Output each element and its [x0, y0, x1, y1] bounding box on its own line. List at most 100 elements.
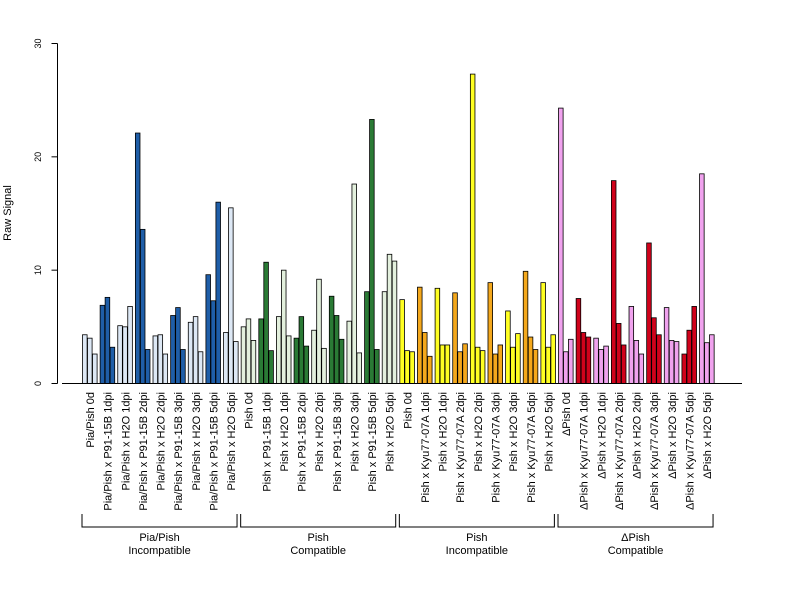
- y-tick-label: 30: [33, 38, 43, 48]
- group-label-line1: ΔPish: [621, 532, 650, 544]
- bar: [286, 335, 292, 384]
- x-tick-label: Pia/Pish 0d: [85, 392, 97, 448]
- bar: [170, 315, 176, 384]
- group-label-line2: Compatible: [290, 545, 346, 557]
- bar: [311, 329, 317, 384]
- x-tick-label: ΔPish x H2O 1dpi: [596, 392, 608, 479]
- x-tick-label: Pia/Pish x H2O 2dpi: [156, 392, 168, 490]
- x-tick-label: Pish x H2O 1dpi: [438, 392, 450, 471]
- bar: [205, 274, 211, 384]
- bar: [585, 336, 592, 384]
- bar: [633, 340, 640, 384]
- group-label-line2: Compatible: [608, 545, 664, 557]
- bar: [122, 326, 128, 384]
- x-tick-label: ΔPish x Kyu77-07A 5dpi: [684, 392, 696, 510]
- bar: [293, 337, 300, 384]
- bar: [404, 350, 410, 384]
- x-tick-label: ΔPish x Kyu77-07A 3dpi: [649, 392, 661, 510]
- bar: [515, 333, 521, 384]
- bar: [527, 336, 534, 384]
- bar: [187, 321, 194, 384]
- y-tick-label: 10: [33, 265, 43, 275]
- bar: [417, 286, 423, 384]
- bar: [175, 307, 181, 384]
- y-tick-label: 20: [33, 152, 43, 162]
- x-tick-label: Pish x Kyu77-07A 1dpi: [420, 392, 432, 503]
- y-axis: 0 10 20 30: [33, 38, 58, 386]
- bar: [316, 278, 322, 384]
- x-tick-label: Pish 0d: [402, 392, 414, 429]
- bar: [621, 344, 627, 384]
- bar: [598, 349, 604, 384]
- x-tick-label: Pia/Pish x H2O 5dpi: [226, 392, 238, 490]
- bar: [240, 326, 247, 384]
- group-bracket: [81, 514, 238, 528]
- bar: [492, 353, 498, 384]
- bar: [568, 338, 574, 384]
- bar: [651, 317, 657, 384]
- bar: [245, 318, 252, 384]
- bar: [157, 334, 164, 384]
- bar: [479, 350, 486, 384]
- bar: [109, 346, 116, 384]
- group-label-line1: Pia/Pish: [139, 532, 179, 544]
- x-tick-label: Pish x H2O 5dpi: [543, 392, 555, 471]
- bar: [276, 316, 282, 384]
- bar: [250, 340, 257, 384]
- bar: [210, 300, 216, 384]
- bar: [391, 260, 398, 384]
- x-tick-label: ΔPish x H2O 2dpi: [632, 392, 644, 479]
- bar: [92, 353, 98, 384]
- bar: [532, 349, 539, 384]
- bar: [575, 298, 582, 384]
- group-bracket: [557, 514, 714, 528]
- bar: [127, 306, 133, 384]
- bar: [223, 332, 229, 384]
- bar: [369, 119, 375, 384]
- bar: [427, 355, 433, 384]
- bar: [233, 341, 239, 384]
- x-tick-label: Pia/Pish x H2O 1dpi: [120, 392, 132, 490]
- y-axis-label: Raw Signal: [2, 185, 14, 241]
- group-label-line1: Pish: [466, 532, 487, 544]
- bar: [668, 340, 675, 384]
- x-tick-label: Pish x H2O 3dpi: [508, 392, 520, 471]
- bar: [82, 334, 88, 384]
- bar: [663, 307, 670, 384]
- bar: [522, 270, 529, 384]
- x-tick-label: ΔPish x Kyu77-07A 1dpi: [579, 392, 591, 510]
- bar: [646, 242, 652, 384]
- bar: [422, 332, 428, 384]
- bar: [628, 306, 635, 384]
- bar: [497, 344, 503, 384]
- bar: [686, 329, 692, 384]
- bar: [180, 349, 186, 384]
- bars: [82, 73, 715, 384]
- x-tick-labels: Pia/Pish 0d Pia/Pish x P91-15B 1dpi Pia/Pi…: [85, 392, 714, 511]
- x-tick-label: Pish x H2O 1dpi: [279, 392, 291, 471]
- bar: [409, 351, 415, 384]
- bar: [611, 180, 617, 384]
- bar: [444, 344, 451, 384]
- bar: [258, 318, 264, 384]
- bar: [134, 132, 141, 384]
- x-tick-label: Pish x Kyu77-07A 5dpi: [526, 392, 538, 503]
- bar: [616, 323, 622, 384]
- bar: [197, 351, 204, 384]
- x-tick-label: Pish 0d: [244, 392, 256, 429]
- bar: [192, 316, 199, 384]
- group-brackets: Pia/PishIncompatiblePishCompatiblePishIn…: [81, 514, 714, 557]
- bar: [550, 334, 556, 384]
- bar: [452, 292, 458, 384]
- bar: [704, 342, 710, 384]
- x-tick-label: ΔPish x H2O 3dpi: [667, 392, 679, 479]
- group-label-line2: Incompatible: [446, 545, 508, 557]
- bar: [338, 338, 345, 384]
- group-label-line1: Pish: [307, 532, 328, 544]
- bar: [487, 282, 493, 384]
- bar: [281, 269, 287, 384]
- bar: [563, 351, 569, 384]
- y-tick-label: 0: [33, 381, 43, 386]
- bar: [328, 295, 335, 384]
- x-tick-label: Pish x Kyu77-07A 3dpi: [490, 392, 502, 503]
